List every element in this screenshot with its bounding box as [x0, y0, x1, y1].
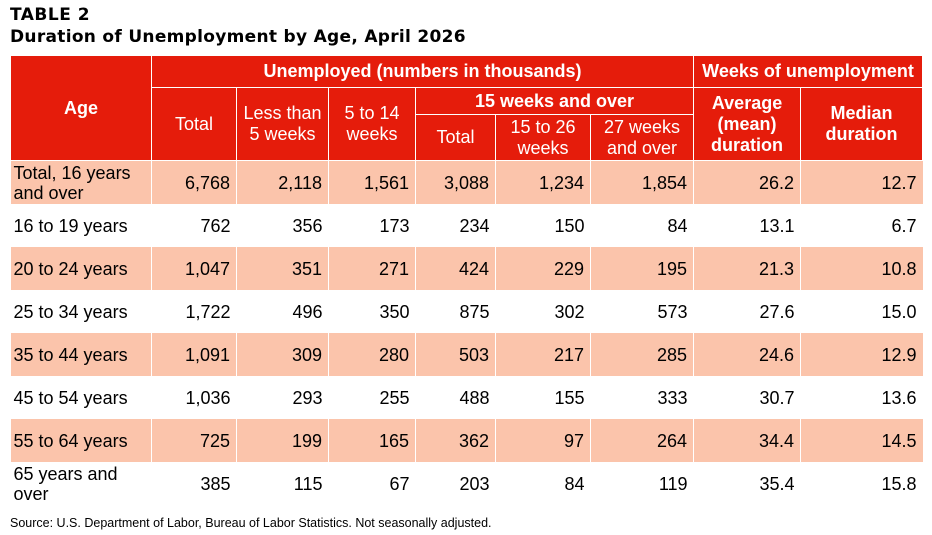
cell-w5-14: 255	[379, 387, 410, 408]
cell-w5-14: 173	[379, 215, 410, 236]
cell-age: 35 to 44 years	[10, 333, 152, 376]
cell-median: 15.0	[881, 301, 917, 322]
cell-w15-26: 302	[554, 301, 585, 322]
cell-lt5: 351	[236, 247, 329, 290]
cell-total: 762	[200, 215, 231, 236]
cell-avg: 13.1	[759, 215, 795, 236]
cell-lt5: 199	[236, 419, 329, 462]
cell-median: 6.7	[891, 215, 917, 236]
cell-w15-26: 150	[554, 215, 585, 236]
table-row: 35 to 44 years 1,091 309 280 503 217 285 24.6 12…	[10, 333, 923, 376]
cell-w27: 333	[657, 387, 688, 408]
cell-lt5: 496	[292, 301, 323, 322]
cell-avg: 21.3	[693, 247, 801, 290]
source-note: Source: U.S. Department of Labor, Bureau…	[10, 516, 492, 530]
header-less-than-5-weeks: Less than 5 weeks	[236, 87, 329, 161]
table-label: TABLE 2	[10, 5, 91, 25]
cell-w5-14: 280	[328, 333, 416, 376]
table-row: Total, 16 years and over 6,768 2,118 1,561 3…	[10, 160, 923, 204]
cell-w27: 1,854	[589, 160, 694, 204]
cell-total: 385	[200, 473, 231, 494]
cell-total15: 362	[415, 419, 496, 462]
cell-median: 12.7	[800, 160, 923, 204]
header-median-duration: Median duration	[800, 87, 924, 161]
header-15-weeks-and-over: 15 weeks and over	[414, 87, 695, 115]
table-row: 55 to 64 years 725 199 165 362 97 264 34.4 14.5	[10, 419, 923, 462]
cell-lt5: 356	[292, 215, 323, 236]
cell-age: 65 years and over	[13, 463, 118, 504]
cell-lt5: 115	[293, 473, 323, 494]
cell-w15-26: 84	[564, 473, 585, 494]
cell-avg: 27.6	[759, 301, 795, 322]
cell-w15-26: 217	[495, 333, 591, 376]
table-body: Total, 16 years and over 6,768 2,118 1,561 3…	[10, 160, 923, 506]
cell-w27: 264	[589, 419, 694, 462]
cell-age: 25 to 34 years	[13, 301, 128, 322]
cell-median: 10.8	[800, 247, 923, 290]
cell-w15-26: 1,234	[495, 160, 591, 204]
cell-w27: 573	[657, 301, 688, 322]
cell-age: 45 to 54 years	[13, 387, 128, 408]
cell-total: 1,036	[185, 387, 231, 408]
cell-total: 6,768	[151, 160, 237, 204]
table-row: 65 years and over 385 115 67 203 84 119 35.4 15.…	[11, 462, 923, 505]
header-average-duration: Average (mean) duration	[693, 87, 802, 161]
table-row: 20 to 24 years 1,047 351 271 424 229 195 21.3 10…	[10, 247, 923, 290]
cell-median: 12.9	[800, 333, 923, 376]
cell-w15-26: 97	[495, 419, 591, 462]
table-row: 25 to 34 years 1,722 496 350 875 302 573 27.6 15…	[11, 290, 923, 333]
header-27-weeks-and-over: 27 weeks and over	[589, 114, 695, 161]
title-block: TABLE 2 Duration of Unemployment by Age,…	[10, 4, 466, 48]
cell-avg: 35.4	[759, 473, 795, 494]
cell-w27: 195	[589, 247, 694, 290]
cell-w15-26: 229	[495, 247, 591, 290]
cell-w27: 285	[589, 333, 694, 376]
cell-lt5: 309	[236, 333, 329, 376]
header-unemployed-group: Unemployed (numbers in thousands)	[150, 55, 695, 88]
cell-median: 15.8	[881, 473, 917, 494]
table-title: Duration of Unemployment by Age, April 2…	[10, 27, 466, 47]
table-row: 45 to 54 years 1,036 293 255 488 155 333 30.7 13…	[11, 376, 923, 419]
header-15-to-26-weeks: 15 to 26 weeks	[495, 114, 591, 161]
cell-total15: 875	[459, 301, 490, 322]
cell-total15: 203	[459, 473, 490, 494]
cell-w27: 119	[658, 473, 688, 494]
cell-total: 1,091	[151, 333, 237, 376]
header-5-to-14-weeks: 5 to 14 weeks	[328, 87, 416, 161]
cell-avg: 34.4	[693, 419, 801, 462]
cell-w5-14: 67	[389, 473, 410, 494]
cell-total: 1,722	[185, 301, 231, 322]
cell-w5-14: 165	[328, 419, 416, 462]
cell-w15-26: 155	[554, 387, 585, 408]
cell-median: 14.5	[800, 419, 923, 462]
cell-w27: 84	[667, 215, 688, 236]
cell-w5-14: 1,561	[328, 160, 416, 204]
cell-total15: 488	[459, 387, 490, 408]
cell-total: 725	[151, 419, 237, 462]
cell-total: 1,047	[151, 247, 237, 290]
cell-age: 20 to 24 years	[10, 247, 152, 290]
unemployment-duration-table: Age Unemployed (numbers in thousands) We…	[10, 55, 924, 506]
cell-median: 13.6	[881, 387, 917, 408]
cell-total15: 3,088	[415, 160, 496, 204]
cell-avg: 26.2	[693, 160, 801, 204]
cell-total15: 424	[415, 247, 496, 290]
cell-w5-14: 350	[379, 301, 410, 322]
cell-avg: 30.7	[759, 387, 795, 408]
header-total: Total	[151, 87, 237, 161]
cell-age: 16 to 19 years	[13, 215, 128, 236]
header-15-total: Total	[415, 114, 496, 161]
header-weeks-group: Weeks of unemployment	[693, 55, 924, 88]
cell-total15: 503	[415, 333, 496, 376]
header-age: Age	[10, 55, 152, 161]
cell-age: Total, 16 years and over	[10, 160, 152, 204]
cell-total15: 234	[459, 215, 490, 236]
cell-w5-14: 271	[328, 247, 416, 290]
table-row: 16 to 19 years 762 356 173 234 150 84 13.1 6.7	[11, 204, 923, 247]
cell-lt5: 293	[292, 387, 323, 408]
cell-age: 55 to 64 years	[10, 419, 152, 462]
cell-avg: 24.6	[693, 333, 801, 376]
cell-lt5: 2,118	[236, 160, 329, 204]
